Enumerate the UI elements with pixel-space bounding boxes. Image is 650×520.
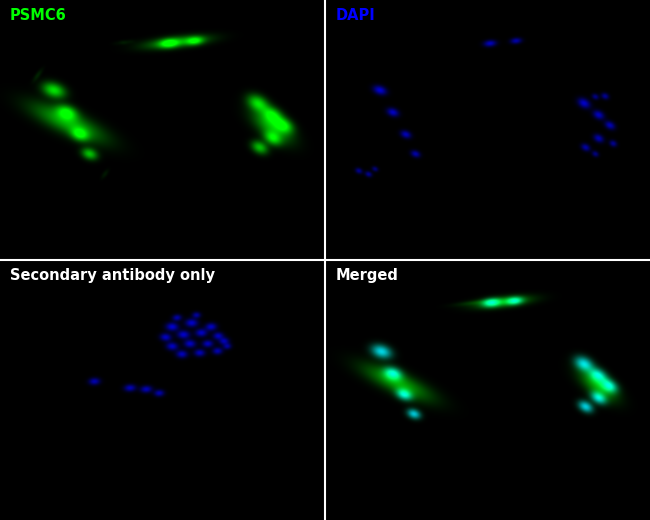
Text: Secondary antibody only: Secondary antibody only (10, 268, 214, 283)
Text: DAPI: DAPI (336, 8, 376, 23)
Text: Merged: Merged (336, 268, 399, 283)
Text: PSMC6: PSMC6 (10, 8, 66, 23)
